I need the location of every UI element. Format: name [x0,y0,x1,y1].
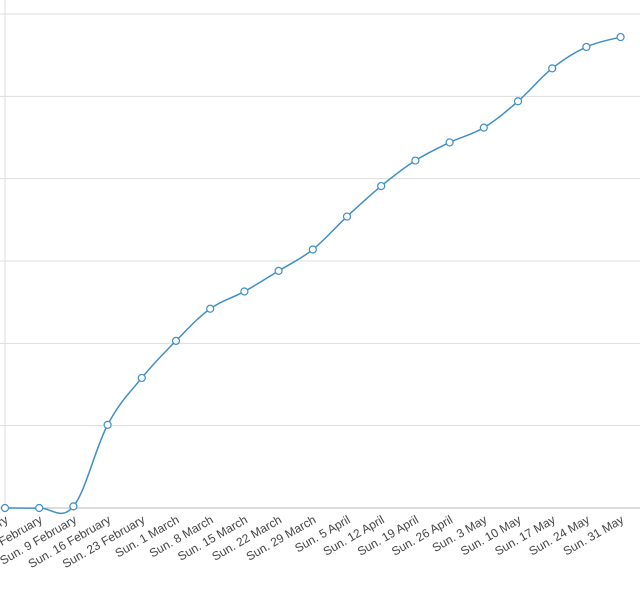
point [445,138,454,147]
point [342,212,352,221]
point [548,64,557,73]
point [240,287,249,296]
point [69,502,78,511]
point [308,245,317,254]
point [103,420,112,429]
line [4,36,621,515]
point [616,32,625,42]
point [35,503,44,513]
point [274,266,283,275]
point [171,336,181,345]
x-tick-label: ry [0,512,10,529]
point [582,42,591,52]
point [206,304,215,313]
point [479,123,488,132]
point [0,503,10,513]
point [137,373,146,383]
point [377,181,386,191]
point [411,156,420,165]
point [513,97,523,106]
